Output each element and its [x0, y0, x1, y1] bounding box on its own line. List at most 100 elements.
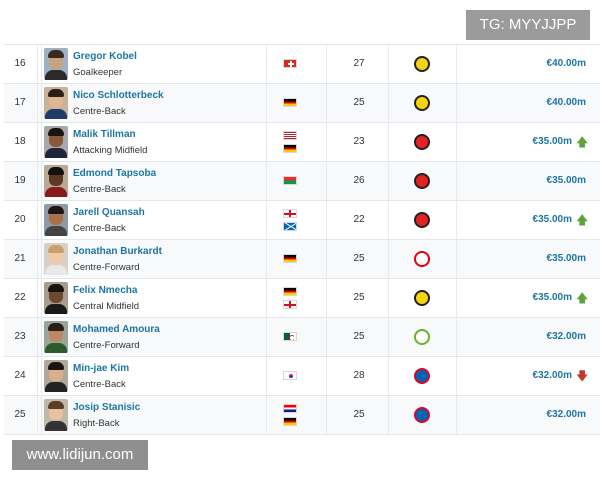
- player-photo[interactable]: [44, 48, 68, 80]
- leverkusen-crest[interactable]: [414, 134, 430, 150]
- dortmund-crest[interactable]: [414, 56, 430, 72]
- column-divider: [37, 318, 38, 356]
- market-value[interactable]: €40.00m: [546, 97, 586, 108]
- nationality-flags: [283, 279, 297, 317]
- column-divider: [266, 318, 267, 356]
- market-value[interactable]: €32.00m: [546, 409, 586, 420]
- player-name-link[interactable]: Edmond Tapsoba: [73, 168, 157, 179]
- player-name-link[interactable]: Mohamed Amoura: [73, 324, 160, 335]
- player-age: 25: [353, 253, 365, 264]
- player-name-link[interactable]: Min-jae Kim: [73, 363, 130, 374]
- column-divider: [326, 84, 327, 122]
- bayern-crest[interactable]: [414, 407, 430, 423]
- column-divider: [326, 396, 327, 434]
- player-photo[interactable]: [44, 360, 68, 392]
- dortmund-crest[interactable]: [414, 95, 430, 111]
- rank-number: 17: [14, 97, 26, 108]
- nationality-flags: [283, 84, 297, 122]
- column-divider: [266, 357, 267, 395]
- column-divider: [326, 162, 327, 200]
- column-divider: [41, 201, 42, 239]
- market-value[interactable]: €32.00m: [532, 370, 572, 381]
- player-position: Attacking Midfield: [73, 145, 148, 156]
- germany-flag: [283, 144, 297, 153]
- bayern-crest[interactable]: [414, 368, 430, 384]
- player-name-link[interactable]: Jonathan Burkardt: [73, 246, 162, 257]
- player-photo[interactable]: [44, 126, 68, 158]
- player-age: 25: [353, 97, 365, 108]
- column-divider: [388, 162, 389, 200]
- market-value[interactable]: €35.00m: [532, 136, 572, 147]
- player-position: Centre-Back: [73, 379, 126, 390]
- player-name-link[interactable]: Malik Tillman: [73, 129, 136, 140]
- rank-number: 24: [14, 370, 26, 381]
- player-photo[interactable]: [44, 282, 68, 314]
- nationality-flags: [283, 318, 297, 356]
- player-age: 27: [353, 58, 365, 69]
- player-name-link[interactable]: Jarell Quansah: [73, 207, 145, 218]
- column-divider: [388, 396, 389, 434]
- column-divider: [388, 357, 389, 395]
- arrow-up-icon: 🡅: [576, 291, 589, 305]
- column-divider: [456, 162, 457, 200]
- england-flag: [283, 209, 297, 218]
- player-photo[interactable]: [44, 165, 68, 197]
- column-divider: [41, 240, 42, 278]
- column-divider: [266, 396, 267, 434]
- rank-number: 18: [14, 136, 26, 147]
- column-divider: [266, 84, 267, 122]
- player-photo[interactable]: [44, 204, 68, 236]
- column-divider: [456, 318, 457, 356]
- leverkusen-crest[interactable]: [414, 173, 430, 189]
- dortmund-crest[interactable]: [414, 290, 430, 306]
- player-position: Centre-Forward: [73, 340, 140, 351]
- nationality-flags: [283, 240, 297, 278]
- column-divider: [388, 240, 389, 278]
- column-divider: [456, 123, 457, 161]
- column-divider: [326, 318, 327, 356]
- player-photo[interactable]: [44, 399, 68, 431]
- column-divider: [456, 201, 457, 239]
- korea-flag: [283, 371, 297, 380]
- player-name-link[interactable]: Felix Nmecha: [73, 285, 138, 296]
- player-photo[interactable]: [44, 243, 68, 275]
- rank-number: 22: [14, 292, 26, 303]
- rank-number: 23: [14, 331, 26, 342]
- player-position: Central Midfield: [73, 301, 139, 312]
- market-value[interactable]: €40.00m: [546, 58, 586, 69]
- table-row: 23 Mohamed Amoura Centre-Forward 25 €32.00m: [4, 318, 600, 357]
- player-position: Goalkeeper: [73, 67, 123, 78]
- column-divider: [326, 279, 327, 317]
- nationality-flags: [283, 162, 297, 200]
- column-divider: [37, 240, 38, 278]
- column-divider: [37, 279, 38, 317]
- market-value[interactable]: €35.00m: [546, 253, 586, 264]
- market-value[interactable]: €35.00m: [532, 292, 572, 303]
- player-age: 25: [353, 292, 365, 303]
- column-divider: [266, 240, 267, 278]
- player-photo[interactable]: [44, 321, 68, 353]
- rank-number: 19: [14, 175, 26, 186]
- column-divider: [266, 123, 267, 161]
- croatia-flag: [283, 404, 297, 413]
- player-age: 25: [353, 409, 365, 420]
- column-divider: [388, 279, 389, 317]
- market-value[interactable]: €35.00m: [546, 175, 586, 186]
- column-divider: [37, 201, 38, 239]
- player-name-link[interactable]: Josip Stanisic: [73, 402, 141, 413]
- leverkusen-crest[interactable]: [414, 212, 430, 228]
- player-name-link[interactable]: Nico Schlotterbeck: [73, 90, 164, 101]
- market-value[interactable]: €35.00m: [532, 214, 572, 225]
- market-value[interactable]: €32.00m: [546, 331, 586, 342]
- column-divider: [456, 240, 457, 278]
- column-divider: [456, 357, 457, 395]
- table-row: 24 Min-jae Kim Centre-Back 28 €32.00m 🡇: [4, 357, 600, 396]
- column-divider: [41, 396, 42, 434]
- wolfsburg-crest[interactable]: [414, 329, 430, 345]
- column-divider: [41, 84, 42, 122]
- watermark-top: TG: MYYJJPP: [466, 10, 590, 40]
- watermark-bottom: www.lidijun.com: [12, 440, 148, 470]
- player-photo[interactable]: [44, 87, 68, 119]
- player-name-link[interactable]: Gregor Kobel: [73, 51, 137, 62]
- frankfurt-crest[interactable]: [414, 251, 430, 267]
